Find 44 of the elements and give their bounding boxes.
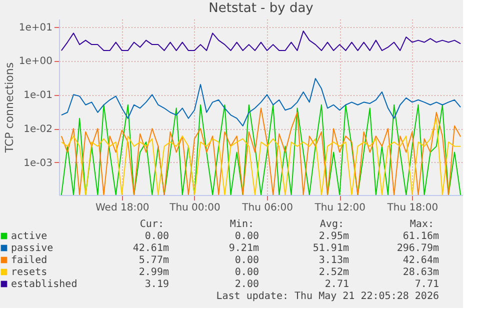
text: 5.77m <box>138 255 169 266</box>
text: Max: <box>410 219 434 230</box>
text: 2.52m <box>318 267 349 278</box>
legend-label: established <box>11 279 78 290</box>
text: Last update: Thu May 21 22:05:28 2026 <box>216 291 439 302</box>
text: 0.00 <box>234 231 259 242</box>
text: 0.00 <box>144 231 169 242</box>
text: 7.71 <box>414 279 439 290</box>
text: 42.61m <box>132 243 169 254</box>
text: 2.71 <box>324 279 349 290</box>
text: 9.21m <box>228 243 259 254</box>
x-tick-label: Thu 12:00 <box>314 202 366 214</box>
text: Min: <box>230 219 254 230</box>
x-tick-label: Thu 06:00 <box>241 202 293 214</box>
text: 42.64m <box>402 255 439 266</box>
text: 0.00 <box>234 255 259 266</box>
legend-label: passive <box>11 243 54 254</box>
text: 2.95m <box>318 231 349 242</box>
text: 3.19 <box>144 279 169 290</box>
text: 0.00 <box>234 267 259 278</box>
y-axis-title: TCP connections <box>2 62 16 154</box>
y-tick-label: 1e-01 <box>24 90 52 102</box>
text: 2.99m <box>138 267 169 278</box>
line-series <box>60 78 462 126</box>
chart-title: Netstat - by day <box>208 1 314 16</box>
y-tick-label: 1e-02 <box>24 124 52 136</box>
text: 296.79m <box>396 243 439 254</box>
text: 28.63m <box>402 267 439 278</box>
x-tick-label: Thu 18:00 <box>386 202 438 214</box>
text: Avg: <box>320 219 344 230</box>
x-tick-label: Thu 00:00 <box>168 202 220 214</box>
text: 2.00 <box>234 279 259 290</box>
x-tick-label: Wed 18:00 <box>95 202 150 214</box>
text: 61.16m <box>402 231 439 242</box>
legend-label: resets <box>11 267 48 278</box>
y-tick-label: 1e+01 <box>18 22 52 34</box>
line-series <box>60 30 462 52</box>
text: 3.13m <box>318 255 349 266</box>
y-tick-label: 1e+00 <box>18 56 52 68</box>
text: 51.91m <box>312 243 349 254</box>
y-tick-label: 1e-03 <box>24 158 52 169</box>
legend-label: active <box>11 231 48 242</box>
text: Cur: <box>140 219 164 230</box>
legend-label: failed <box>11 255 48 266</box>
